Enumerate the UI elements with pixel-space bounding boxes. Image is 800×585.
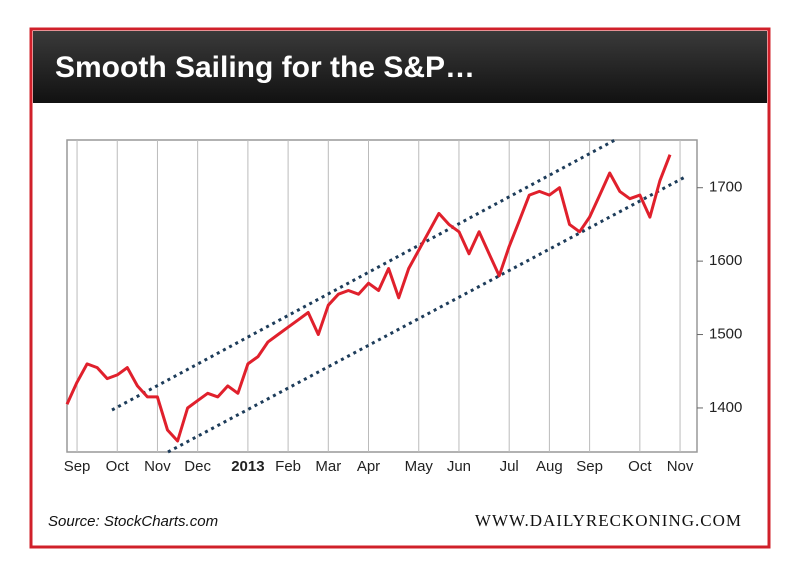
x-tick-label: Apr <box>357 458 380 475</box>
y-tick-label: 1500 <box>709 326 742 343</box>
marks <box>65 154 672 443</box>
x-tick-label: Sep <box>576 458 603 475</box>
y-tick-label: 1600 <box>709 252 742 269</box>
source: Source: StockCharts.com <box>48 513 218 530</box>
x-tick-label: Feb <box>275 458 301 475</box>
x-tick-label: Dec <box>184 458 211 475</box>
x-tick-label: Mar <box>315 458 341 475</box>
x-tick-label: Jul <box>500 458 519 475</box>
x-tick-label: May <box>405 458 434 475</box>
plot-area <box>66 139 698 453</box>
header-band <box>33 31 767 103</box>
x-tick-label: Sep <box>64 458 91 475</box>
price-line <box>65 154 672 443</box>
x-tick-label: Jun <box>447 458 471 475</box>
site: WWW.DAILYRECKONING.COM <box>475 511 742 530</box>
x-tick-label: Oct <box>106 458 130 475</box>
x-tick-label: Oct <box>628 458 652 475</box>
y-tick-label: 1400 <box>709 399 742 416</box>
y-tick-label: 1700 <box>709 179 742 196</box>
x-tick-label: 2013 <box>231 458 264 475</box>
x-tick-label: Nov <box>144 458 171 475</box>
title: Smooth Sailing for the S&P… <box>55 51 475 84</box>
x-tick-label: Aug <box>536 458 563 475</box>
x-tick-label: Nov <box>667 458 694 475</box>
